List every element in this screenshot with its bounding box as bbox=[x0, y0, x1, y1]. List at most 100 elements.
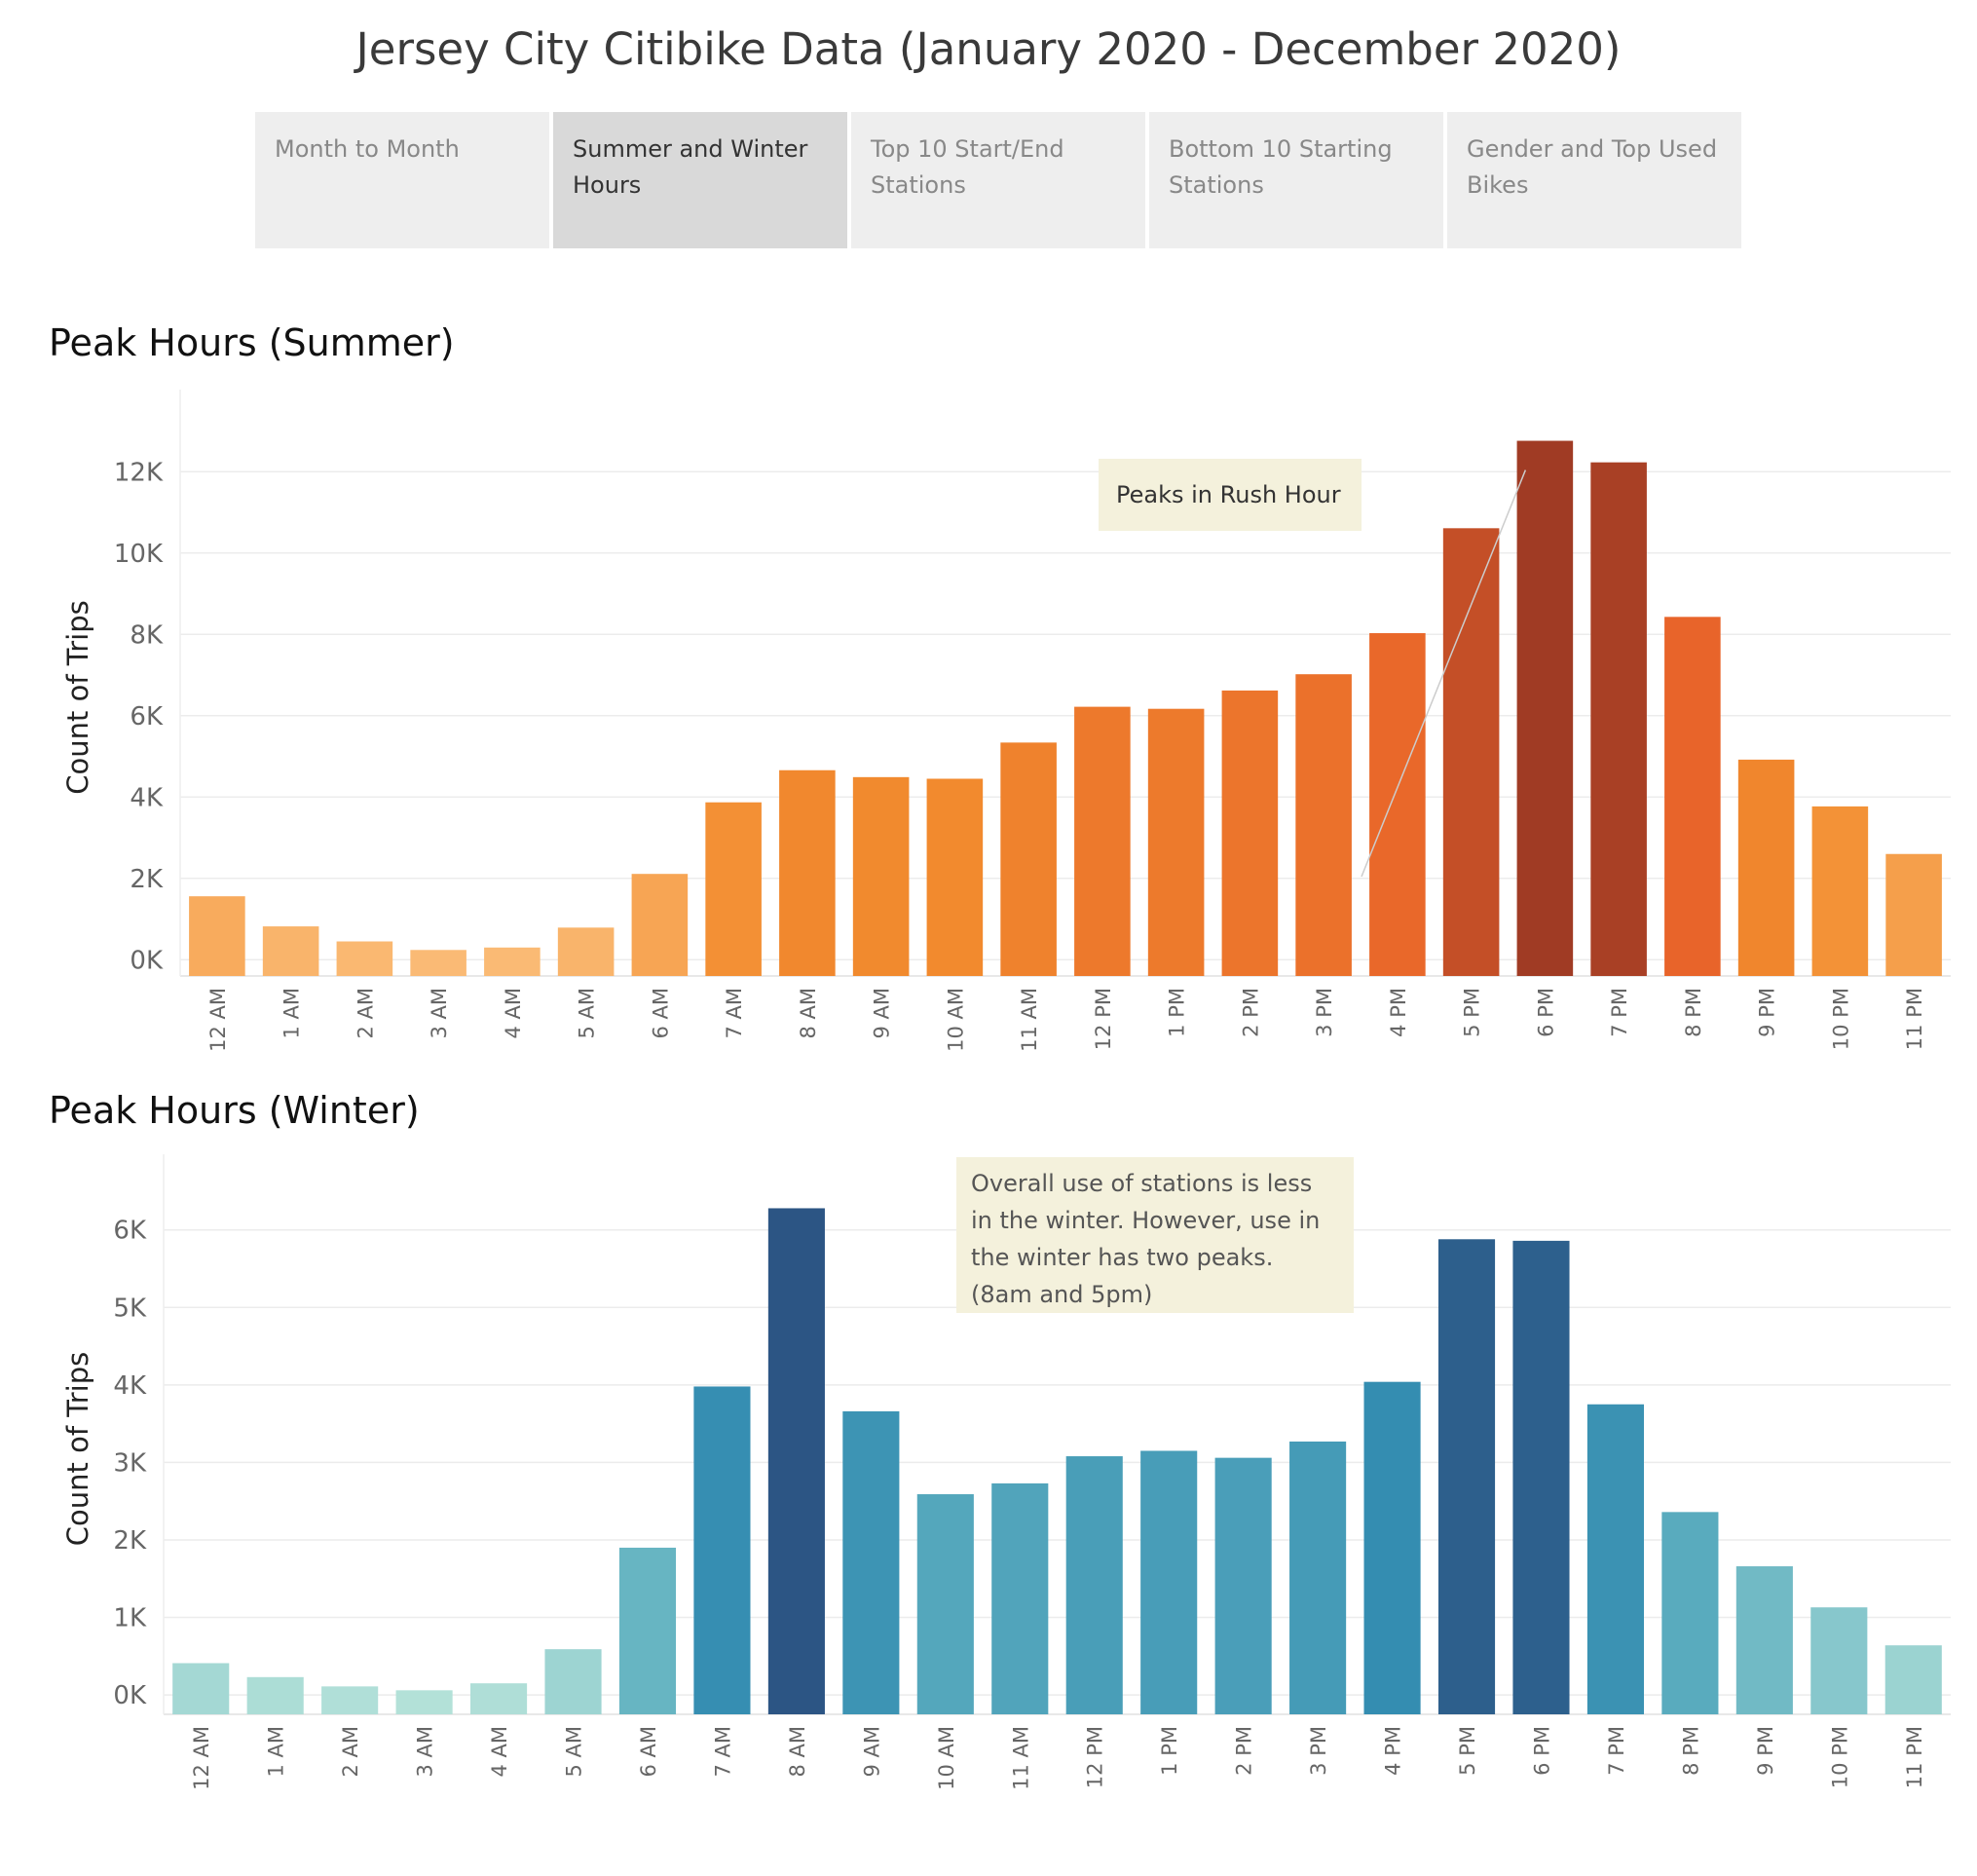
bar[interactable] bbox=[1590, 462, 1647, 976]
tab-top-10-stations[interactable]: Top 10 Start/End Stations bbox=[851, 112, 1145, 248]
bar[interactable] bbox=[321, 1686, 379, 1714]
x-tick-label: 9 PM bbox=[1754, 1726, 1777, 1776]
bar[interactable] bbox=[544, 1649, 602, 1714]
y-tick-label: 3K bbox=[113, 1448, 147, 1478]
bar[interactable] bbox=[1884, 1645, 1942, 1714]
x-tick-label: 8 AM bbox=[786, 1726, 809, 1778]
bar[interactable] bbox=[1664, 617, 1721, 976]
bar[interactable] bbox=[1140, 1450, 1198, 1714]
y-tick-label: 0K bbox=[113, 1681, 147, 1710]
bar[interactable] bbox=[1442, 528, 1500, 976]
x-tick-label: 6 PM bbox=[1530, 1726, 1553, 1776]
x-tick-label: 4 PM bbox=[1387, 988, 1410, 1037]
y-tick-label: 4K bbox=[113, 1371, 147, 1401]
bar[interactable] bbox=[926, 778, 984, 976]
x-tick-label: 10 AM bbox=[944, 988, 967, 1052]
bar[interactable] bbox=[1000, 742, 1057, 976]
story-tabs: Month to Month Summer and Winter Hours T… bbox=[255, 112, 1741, 248]
tab-summer-winter-hours[interactable]: Summer and Winter Hours bbox=[553, 112, 847, 248]
y-tick-label: 8K bbox=[130, 620, 164, 650]
bar[interactable] bbox=[991, 1482, 1049, 1714]
bar[interactable] bbox=[189, 896, 245, 976]
bar[interactable] bbox=[693, 1386, 751, 1714]
bar[interactable] bbox=[1810, 1607, 1868, 1714]
bar[interactable] bbox=[1369, 633, 1426, 976]
bar[interactable] bbox=[336, 941, 393, 976]
x-tick-label: 7 AM bbox=[711, 1726, 734, 1778]
bar[interactable] bbox=[1147, 708, 1205, 976]
x-tick-label: 3 AM bbox=[414, 1726, 437, 1778]
bar[interactable] bbox=[1214, 1457, 1272, 1714]
x-tick-label: 2 PM bbox=[1239, 988, 1262, 1037]
y-tick-label: 2K bbox=[130, 865, 164, 894]
y-tick-label: 2K bbox=[113, 1526, 147, 1556]
tab-bottom-10-stations[interactable]: Bottom 10 Starting Stations bbox=[1149, 112, 1443, 248]
bar[interactable] bbox=[262, 926, 319, 976]
x-tick-label: 11 AM bbox=[1009, 1726, 1032, 1790]
bar[interactable] bbox=[1512, 1240, 1570, 1714]
bar[interactable] bbox=[410, 950, 466, 976]
summer-chart-title: Peak Hours (Summer) bbox=[49, 321, 455, 364]
x-tick-label: 7 AM bbox=[723, 988, 746, 1039]
bar[interactable] bbox=[842, 1410, 900, 1714]
x-tick-label: 10 PM bbox=[1828, 1726, 1851, 1788]
bar[interactable] bbox=[470, 1683, 528, 1714]
dashboard-title: Jersey City Citibike Data (January 2020 … bbox=[355, 23, 1622, 75]
x-tick-label: 4 AM bbox=[502, 988, 525, 1039]
bar[interactable] bbox=[1516, 440, 1574, 976]
x-tick-label: 9 PM bbox=[1756, 988, 1779, 1037]
bar[interactable] bbox=[1363, 1381, 1421, 1714]
bar[interactable] bbox=[705, 802, 762, 976]
x-tick-label: 12 AM bbox=[190, 1726, 213, 1790]
bar[interactable] bbox=[172, 1663, 230, 1714]
x-tick-label: 6 AM bbox=[649, 988, 672, 1039]
y-tick-label: 6K bbox=[113, 1217, 147, 1246]
bar[interactable] bbox=[1295, 674, 1352, 976]
x-tick-label: 1 PM bbox=[1158, 1726, 1181, 1776]
x-tick-label: 9 AM bbox=[860, 1726, 883, 1778]
bar[interactable] bbox=[557, 927, 615, 976]
tab-month-to-month[interactable]: Month to Month bbox=[255, 112, 549, 248]
x-tick-label: 5 AM bbox=[576, 988, 599, 1039]
x-tick-label: 3 AM bbox=[428, 988, 451, 1039]
bar[interactable] bbox=[395, 1690, 453, 1714]
annotation-leader-line bbox=[1361, 469, 1527, 878]
bar[interactable] bbox=[779, 769, 836, 976]
x-tick-label: 1 PM bbox=[1166, 988, 1189, 1037]
x-tick-label: 9 AM bbox=[871, 988, 894, 1039]
bar[interactable] bbox=[1074, 706, 1131, 976]
x-tick-label: 3 PM bbox=[1307, 1726, 1330, 1776]
summer-bar-chart: 0K 2K 4K 6K 8K 10K 12K 12 AM 1 AM 2 AM 3 AM 4 AM 5 A… bbox=[61, 390, 1951, 1052]
bar[interactable] bbox=[1735, 1566, 1793, 1714]
bar[interactable] bbox=[1586, 1404, 1644, 1714]
bar[interactable] bbox=[852, 776, 910, 976]
bar[interactable] bbox=[1221, 690, 1279, 976]
x-tick-label: 8 PM bbox=[1682, 988, 1705, 1037]
bar[interactable] bbox=[1885, 853, 1942, 976]
bar[interactable] bbox=[1661, 1512, 1719, 1714]
bar[interactable] bbox=[631, 874, 689, 976]
tab-gender-top-bikes[interactable]: Gender and Top Used Bikes bbox=[1447, 112, 1741, 248]
bar[interactable] bbox=[1437, 1239, 1496, 1714]
x-tick-label: 3 PM bbox=[1313, 988, 1336, 1037]
y-axis-title: Count of Trips bbox=[61, 1352, 94, 1546]
bar[interactable] bbox=[484, 947, 541, 976]
x-tick-label: 12 AM bbox=[206, 988, 230, 1052]
x-tick-label: 2 PM bbox=[1233, 1726, 1256, 1776]
bar[interactable] bbox=[618, 1547, 677, 1714]
bar[interactable] bbox=[916, 1494, 974, 1714]
bar[interactable] bbox=[246, 1676, 304, 1714]
bar[interactable] bbox=[1289, 1441, 1347, 1714]
y-tick-label: 10K bbox=[114, 540, 164, 569]
y-tick-label: 1K bbox=[113, 1604, 147, 1633]
winter-annotation: Overall use of stations is less in the w… bbox=[956, 1157, 1354, 1313]
bar[interactable] bbox=[1811, 806, 1869, 976]
bar[interactable] bbox=[1737, 759, 1795, 976]
x-tick-label: 7 PM bbox=[1608, 988, 1631, 1037]
y-tick-label: 6K bbox=[130, 702, 164, 732]
x-tick-label: 11 PM bbox=[1903, 1726, 1926, 1788]
x-tick-label: 1 AM bbox=[280, 988, 304, 1039]
x-tick-label: 7 PM bbox=[1605, 1726, 1628, 1776]
bar[interactable] bbox=[767, 1208, 825, 1714]
bar[interactable] bbox=[1065, 1456, 1123, 1714]
